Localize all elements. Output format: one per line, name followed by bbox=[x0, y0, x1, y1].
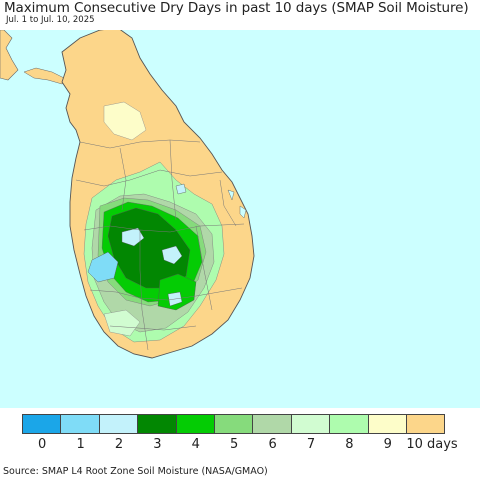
date-range: Jul. 1 to Jul. 10, 2025 bbox=[6, 15, 95, 25]
east-lagoon-2 bbox=[227, 189, 235, 201]
north-pale-region bbox=[103, 101, 147, 141]
map-title: Maximum Consecutive Dry Days in past 10 … bbox=[4, 0, 469, 16]
reservoir-2 bbox=[121, 227, 145, 247]
legend-label-7: 7 bbox=[306, 437, 316, 452]
legend-label-10: 10 days bbox=[406, 437, 458, 452]
legend-swatch-6 bbox=[252, 414, 292, 434]
legend-label-2: 2 bbox=[114, 437, 124, 452]
legend: 0 1 2 3 4 5 6 7 8 9 10 days bbox=[0, 412, 480, 460]
zone-4-inner bbox=[157, 273, 197, 311]
legend-swatch-3 bbox=[137, 414, 177, 434]
sw-pale-patch bbox=[103, 309, 141, 337]
legend-swatch-1 bbox=[60, 414, 100, 434]
reservoir-3 bbox=[161, 245, 183, 265]
legend-label-6: 6 bbox=[268, 437, 277, 452]
district-boundaries bbox=[75, 139, 245, 351]
sri-lanka-map bbox=[0, 30, 480, 408]
legend-label-8: 8 bbox=[345, 437, 354, 452]
legend-label-1: 1 bbox=[76, 437, 85, 452]
india-coastline bbox=[0, 30, 19, 81]
legend-swatches bbox=[22, 414, 446, 434]
legend-swatch-4 bbox=[175, 414, 215, 434]
legend-label-3: 3 bbox=[153, 437, 162, 452]
legend-label-5: 5 bbox=[230, 437, 239, 452]
legend-swatch-8 bbox=[329, 414, 369, 434]
legend-swatch-2 bbox=[98, 414, 139, 434]
reservoir-5 bbox=[175, 183, 187, 195]
legend-label-4: 4 bbox=[191, 437, 200, 452]
reservoir-1 bbox=[87, 251, 119, 283]
legend-label-0: 0 bbox=[38, 437, 47, 452]
legend-label-9: 9 bbox=[383, 437, 392, 452]
legend-swatch-5 bbox=[213, 414, 254, 434]
legend-swatch-0 bbox=[22, 414, 62, 434]
source-credit: Source: SMAP L4 Root Zone Soil Moisture … bbox=[3, 466, 268, 477]
legend-swatch-10 bbox=[405, 414, 446, 434]
east-lagoon-1 bbox=[239, 205, 247, 219]
legend-swatch-7 bbox=[290, 414, 331, 434]
legend-swatch-9 bbox=[367, 414, 407, 434]
